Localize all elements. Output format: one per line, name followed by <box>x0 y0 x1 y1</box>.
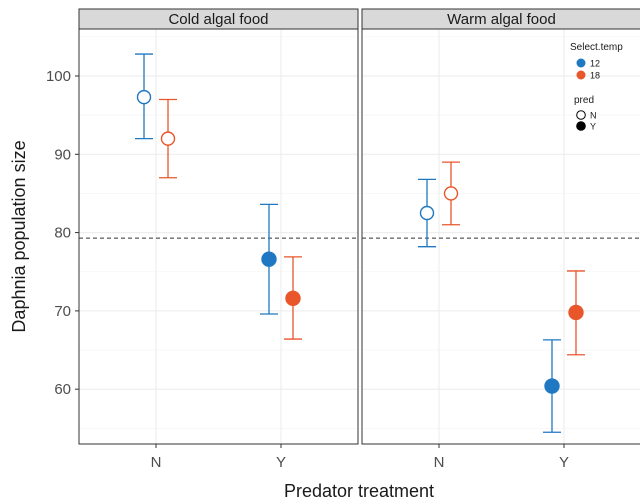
x-axis-title: Predator treatment <box>284 481 434 501</box>
data-point <box>443 186 459 201</box>
y-tick-label: 90 <box>54 146 71 163</box>
y-tick-label: 100 <box>46 68 71 85</box>
legend-title-color: Select.temp <box>570 42 623 53</box>
y-axis: 60 70 80 90 100 <box>46 68 79 398</box>
y-tick-label: 60 <box>54 381 71 398</box>
panel-border <box>78 28 359 445</box>
panel-border <box>361 28 640 445</box>
data-point <box>544 378 560 394</box>
legend-label-shape: N <box>590 111 597 121</box>
data-point <box>160 131 176 146</box>
legend-label-color: 12 <box>590 59 600 69</box>
data-point <box>419 205 435 221</box>
facet-strip-label: Cold algal food <box>168 11 268 28</box>
legend: Select.temp 12 18 pred NY <box>570 42 623 132</box>
y-tick-label: 80 <box>54 225 71 242</box>
data-point <box>568 304 584 321</box>
legend-label-shape: Y <box>590 122 596 132</box>
data-point <box>285 290 301 307</box>
x-tick-label: Y <box>276 454 286 471</box>
grid <box>79 29 358 444</box>
x-tick-label: N <box>434 454 445 471</box>
legend-key-color <box>576 70 586 80</box>
legend-label-color: 18 <box>590 71 600 81</box>
x-tick-label: N <box>151 454 162 471</box>
legend-key-color <box>576 58 586 68</box>
data-point <box>136 89 152 105</box>
x-tick-label: Y <box>559 454 569 471</box>
legend-key-shape <box>576 121 586 131</box>
y-tick-label: 70 <box>54 303 71 320</box>
facet-strip-label: Warm algal food <box>447 11 556 28</box>
legend-key-shape <box>576 110 586 120</box>
legend-title-shape: pred <box>574 95 594 106</box>
grid <box>362 29 640 444</box>
data-point <box>261 251 277 267</box>
facet-panel: Cold algal food N Y <box>78 8 359 471</box>
y-axis-title: Daphnia population size <box>9 140 29 332</box>
